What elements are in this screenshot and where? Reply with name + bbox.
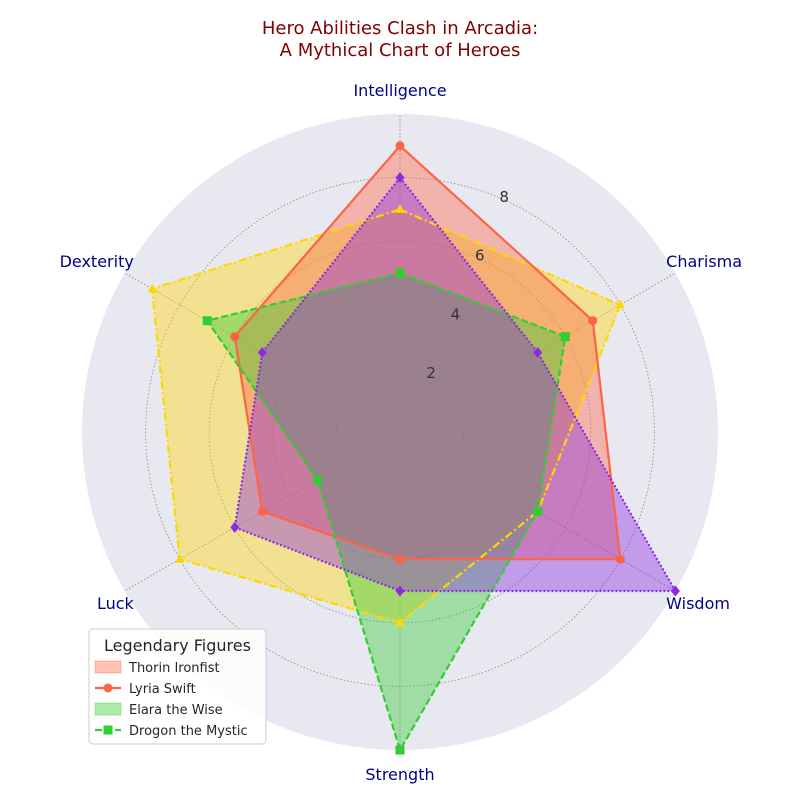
- radial-gridline-2: [335, 367, 464, 496]
- chart-title-line-1: Hero Abilities Clash in Arcadia:: [262, 18, 538, 39]
- legend-label-3: Drogon the Mystic: [129, 724, 248, 739]
- series-1-point-3: [395, 554, 405, 564]
- plot-area: 2 4 6 8 Intelligence Charisma Wisdom Strength Lu…: [60, 81, 742, 784]
- legend-marker-1: [103, 683, 113, 693]
- series-2-point-2: [533, 507, 543, 516]
- legend-label-1: Lyria Swift: [129, 682, 196, 697]
- legend-marker-3: [103, 725, 113, 735]
- series-3-point-0: [395, 172, 405, 184]
- axis-label-intelligence: Intelligence: [353, 81, 446, 100]
- series-3-point-5: [257, 347, 267, 358]
- series-1-point-5: [230, 332, 240, 342]
- legend: Legendary Figures Thorin Ironfist Lyria Sw…: [88, 628, 267, 745]
- legend-title: Legendary Figures: [104, 636, 251, 655]
- series-0-point-0: [395, 203, 405, 213]
- series-0-point-4: [175, 553, 185, 563]
- axis-label-luck: Luck: [97, 594, 135, 613]
- series-3-point-1: [533, 347, 543, 358]
- radial-tick-label-8: 8: [499, 188, 509, 206]
- series-2-point-1: [560, 332, 570, 342]
- series-1-point-4: [257, 507, 267, 516]
- radial-tick-label-4: 4: [451, 305, 461, 323]
- legend-swatch-2: [94, 702, 122, 716]
- series-0-point-5: [147, 283, 157, 293]
- series-2-point-0: [395, 268, 405, 278]
- series-0-point-3: [395, 617, 405, 627]
- series-3-point-3: [395, 585, 405, 597]
- series-2-point-5: [202, 316, 212, 326]
- chart-title-line-2: A Mythical Chart of Heroes: [280, 40, 521, 61]
- series-3-point-4: [230, 521, 240, 533]
- legend-frame: [88, 628, 267, 745]
- series-0-point-1: [615, 299, 625, 309]
- axis-label-strength: Strength: [365, 765, 434, 784]
- series-1-point-0: [395, 141, 405, 151]
- radial-gridline-6: [208, 240, 592, 624]
- series-3-point-2: [670, 585, 680, 597]
- radial-tick-label-6: 6: [475, 247, 485, 265]
- series-2-point-4: [312, 475, 322, 485]
- axis-label-charisma: Charisma: [666, 252, 742, 271]
- series-3-area: [234, 177, 676, 591]
- radial-tick-label-2: 2: [426, 364, 436, 382]
- legend-label-0: Thorin Ironfist: [128, 661, 220, 676]
- legend-swatch-0: [94, 660, 122, 674]
- series-2-area: [207, 273, 566, 750]
- axis-label-wisdom: Wisdom: [666, 594, 730, 613]
- series-2-point-3: [395, 745, 405, 755]
- series-1-area: [234, 145, 621, 560]
- series-1-point-2: [615, 554, 625, 564]
- axis-label-dexterity: Dexterity: [60, 252, 134, 271]
- series-1-point-1: [588, 316, 598, 326]
- legend-label-2: Elara the Wise: [129, 703, 223, 718]
